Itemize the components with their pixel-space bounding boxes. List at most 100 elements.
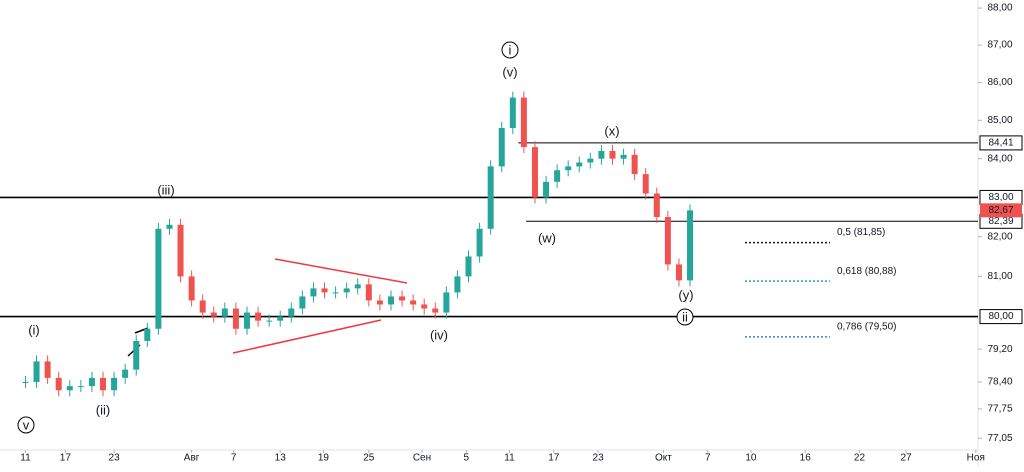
candle bbox=[77, 386, 84, 388]
x-tick-label: Сен bbox=[413, 453, 431, 464]
candle bbox=[210, 312, 217, 317]
wave-label: (w) bbox=[538, 230, 556, 245]
candle bbox=[576, 162, 583, 167]
price-level-label: 80,00 bbox=[988, 311, 1013, 322]
y-tick-label: 85,00 bbox=[987, 115, 1012, 126]
fib-label: 0,618 (80,88) bbox=[837, 266, 897, 277]
candle bbox=[188, 276, 195, 301]
candle bbox=[310, 288, 317, 297]
candle bbox=[133, 340, 140, 370]
candle bbox=[487, 166, 494, 229]
x-tick-label: 27 bbox=[900, 453, 912, 464]
candle bbox=[221, 308, 228, 317]
candle bbox=[155, 228, 162, 329]
wave-label: i bbox=[509, 42, 512, 57]
fib-label: 0,786 (79,50) bbox=[837, 322, 897, 333]
candle bbox=[243, 312, 250, 329]
candle bbox=[587, 158, 594, 163]
candle bbox=[266, 320, 273, 322]
wave-circle bbox=[501, 41, 519, 59]
x-tick-label: 13 bbox=[275, 453, 287, 464]
candle bbox=[88, 377, 95, 387]
candle bbox=[44, 361, 51, 378]
candle bbox=[565, 166, 572, 171]
candle bbox=[33, 361, 40, 382]
candle bbox=[199, 300, 206, 313]
wave-label: (i) bbox=[28, 322, 40, 337]
candle bbox=[299, 296, 306, 309]
x-tick-label: 17 bbox=[60, 453, 72, 464]
candle bbox=[365, 284, 372, 301]
y-tick-label: 79,20 bbox=[987, 344, 1012, 355]
candle bbox=[66, 386, 73, 391]
candle bbox=[410, 300, 417, 305]
wave-label: (x) bbox=[604, 123, 619, 138]
fib-label: 0,5 (81,85) bbox=[837, 227, 885, 238]
x-tick-label: 25 bbox=[363, 453, 375, 464]
candle bbox=[122, 369, 129, 378]
candle bbox=[531, 147, 538, 198]
wave-label: (iv) bbox=[430, 327, 448, 342]
price-level-label: 84,41 bbox=[988, 138, 1013, 149]
price-axis-bg bbox=[978, 0, 1024, 467]
candle bbox=[111, 377, 118, 391]
candle bbox=[498, 127, 505, 167]
candle bbox=[288, 308, 295, 317]
candle bbox=[376, 300, 383, 305]
candle bbox=[332, 292, 339, 294]
x-tick-label: 5 bbox=[464, 453, 470, 464]
wave-circle bbox=[17, 416, 35, 434]
x-tick-label: 7 bbox=[231, 453, 237, 464]
candle bbox=[354, 284, 361, 289]
y-tick-label: 81,00 bbox=[987, 271, 1012, 282]
candle bbox=[609, 150, 616, 159]
wave-circle bbox=[676, 308, 694, 326]
candle bbox=[177, 224, 184, 277]
candle bbox=[277, 316, 284, 321]
x-tick-label: 17 bbox=[548, 453, 560, 464]
x-tick-label: Авг bbox=[184, 453, 200, 464]
candle bbox=[543, 181, 550, 198]
candle bbox=[144, 328, 151, 341]
y-tick-label: 84,00 bbox=[987, 153, 1012, 164]
candle bbox=[620, 154, 627, 159]
candle bbox=[443, 292, 450, 313]
last-price-box bbox=[980, 203, 1022, 218]
x-tick-label: 16 bbox=[800, 453, 812, 464]
x-tick-label: 7 bbox=[705, 453, 711, 464]
x-tick-label: 23 bbox=[593, 453, 605, 464]
candle bbox=[509, 97, 516, 128]
x-tick-label: 11 bbox=[20, 453, 31, 464]
candle bbox=[454, 276, 461, 293]
candle bbox=[421, 304, 428, 309]
candle bbox=[642, 174, 649, 194]
candle bbox=[321, 288, 328, 293]
x-tick-label: 10 bbox=[745, 453, 757, 464]
price-level-label: 83,00 bbox=[988, 192, 1013, 203]
y-tick-label: 78,40 bbox=[987, 377, 1012, 388]
y-tick-label: 87,00 bbox=[987, 40, 1012, 51]
candle bbox=[664, 216, 671, 265]
candle bbox=[465, 256, 472, 277]
wave-label: ii bbox=[682, 309, 688, 324]
y-tick-label: 86,00 bbox=[987, 77, 1012, 88]
wave-label: (v) bbox=[502, 64, 517, 79]
y-tick-label: 77,75 bbox=[987, 404, 1012, 415]
candle bbox=[675, 264, 682, 281]
candle bbox=[687, 210, 694, 281]
x-tick-label: 22 bbox=[854, 453, 866, 464]
x-tick-label: 11 bbox=[504, 453, 515, 464]
x-tick-label: 19 bbox=[318, 453, 330, 464]
price-level-label: 82,39 bbox=[988, 216, 1013, 227]
candle bbox=[22, 381, 29, 383]
candle bbox=[166, 224, 173, 229]
candle bbox=[653, 193, 660, 217]
candle bbox=[520, 97, 527, 148]
candle bbox=[232, 308, 239, 329]
x-tick-label: Окт bbox=[655, 453, 672, 464]
candle bbox=[432, 308, 439, 313]
candle bbox=[598, 150, 605, 159]
wave-label: (ii) bbox=[96, 402, 110, 417]
candle bbox=[387, 296, 394, 305]
x-tick-label: Ноя bbox=[967, 453, 985, 464]
